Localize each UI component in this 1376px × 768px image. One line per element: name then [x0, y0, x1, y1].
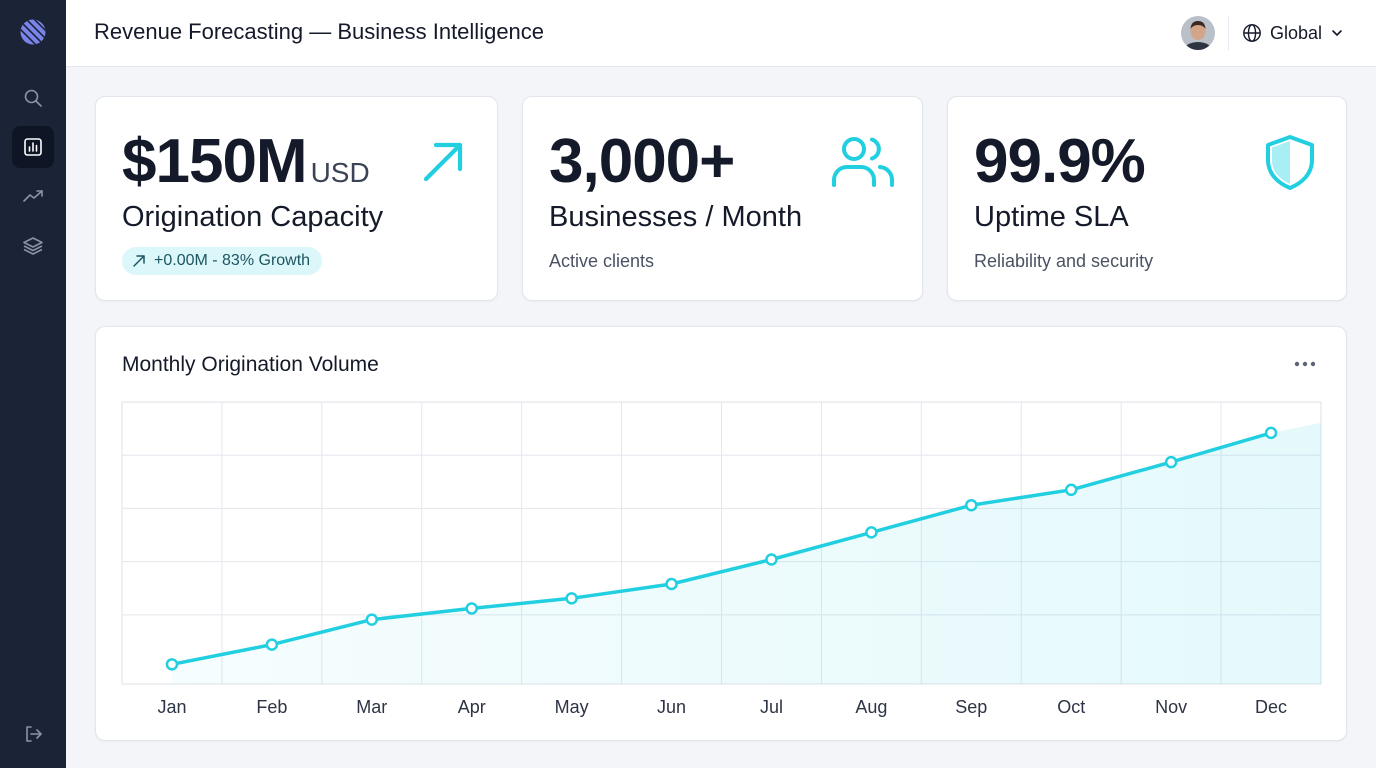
- x-tick-label: Jun: [657, 697, 686, 717]
- chevron-down-icon: [1332, 30, 1342, 36]
- region-label: Global: [1270, 22, 1323, 43]
- stat-subtitle: Active clients: [549, 251, 655, 271]
- sidebar-item-trends[interactable]: [12, 175, 54, 217]
- chart-card: Jan Feb Mar Apr May Jun Jul Aug Sep Oct Nov Dec Mon…: [95, 326, 1347, 741]
- data-point: [1064, 483, 1078, 497]
- stat-card-uptime: 99.9% Uptime SLA Reliability and securit…: [947, 96, 1347, 301]
- data-point: [865, 526, 878, 539]
- x-tick-label: Apr: [458, 697, 486, 717]
- stat-card-businesses: 3,000+ Businesses / Month Active clients: [522, 96, 923, 301]
- top-header: Revenue Forecasting — Business Intellige…: [66, 0, 1376, 67]
- search-icon: [24, 89, 42, 107]
- layers-icon: [23, 237, 43, 255]
- sidebar-item-dashboard[interactable]: [12, 126, 54, 168]
- page-title: Revenue Forecasting — Business Intellige…: [94, 19, 545, 44]
- x-tick-label: Dec: [1255, 697, 1287, 717]
- data-point: [365, 613, 379, 626]
- growth-badge-text: +0.00M - 83% Growth: [154, 252, 311, 269]
- growth-badge: +0.00M - 83% Growth: [122, 247, 323, 275]
- stat-label: Uptime SLA: [974, 201, 1129, 233]
- stat-unit: USD: [310, 157, 370, 188]
- more-horizontal-icon: [1294, 361, 1316, 367]
- globe-icon: [1243, 24, 1261, 42]
- arrow-up-right-icon: [423, 142, 463, 182]
- x-tick-label: Mar: [356, 697, 387, 717]
- arrow-up-right-icon: [133, 255, 145, 267]
- x-tick-label: Aug: [855, 697, 887, 717]
- logout-button[interactable]: [12, 713, 54, 755]
- chart-more-button[interactable]: [1290, 353, 1320, 375]
- stat-value: $150M USD: [122, 127, 370, 196]
- stat-subtitle: Reliability and security: [974, 251, 1154, 271]
- series-line: [170, 431, 1273, 667]
- x-tick-label: Jul: [760, 697, 783, 717]
- x-tick-label: Sep: [955, 697, 987, 717]
- app-logo-icon[interactable]: [20, 19, 46, 45]
- x-tick-label: Nov: [1155, 697, 1187, 717]
- logout-icon: [26, 726, 42, 742]
- user-avatar-icon: [1181, 16, 1215, 50]
- stat-card-origination: $150M USD Origination Capacity +0.00M - 8…: [95, 96, 498, 301]
- data-point: [165, 658, 179, 671]
- data-point: [1264, 426, 1278, 440]
- avatar[interactable]: [1181, 16, 1215, 50]
- series-area: [172, 422, 1321, 684]
- data-point: [665, 577, 678, 591]
- data-point: [1164, 455, 1178, 469]
- sidebar-item-search[interactable]: [12, 77, 54, 119]
- sidebar-item-layers[interactable]: [12, 225, 54, 267]
- x-tick-label: Oct: [1057, 697, 1085, 717]
- stat-label: Businesses / Month: [549, 201, 803, 233]
- x-tick-label: Jan: [157, 697, 186, 717]
- stat-value: 99.9%: [974, 127, 1146, 196]
- users-icon: [832, 137, 895, 187]
- data-point: [265, 638, 279, 651]
- x-tick-label: May: [555, 697, 589, 717]
- trending-up-icon: [23, 190, 43, 202]
- chart-title: Monthly Origination Volume: [122, 353, 379, 376]
- data-point: [965, 498, 978, 512]
- data-point: [765, 553, 778, 566]
- data-point: [465, 602, 478, 615]
- sidebar: [0, 0, 66, 768]
- stat-value: 3,000+: [549, 127, 735, 196]
- header-divider: [1228, 16, 1229, 50]
- region-selector[interactable]: Global: [1242, 18, 1344, 48]
- data-point: [565, 592, 578, 605]
- stat-label: Origination Capacity: [122, 201, 384, 233]
- origination-line-chart: Jan Feb Mar Apr May Jun Jul Aug Sep Oct Nov Dec: [121, 401, 1322, 717]
- shield-icon: [1266, 135, 1314, 190]
- bar-chart-icon: [24, 138, 42, 156]
- x-tick-label: Feb: [256, 697, 287, 717]
